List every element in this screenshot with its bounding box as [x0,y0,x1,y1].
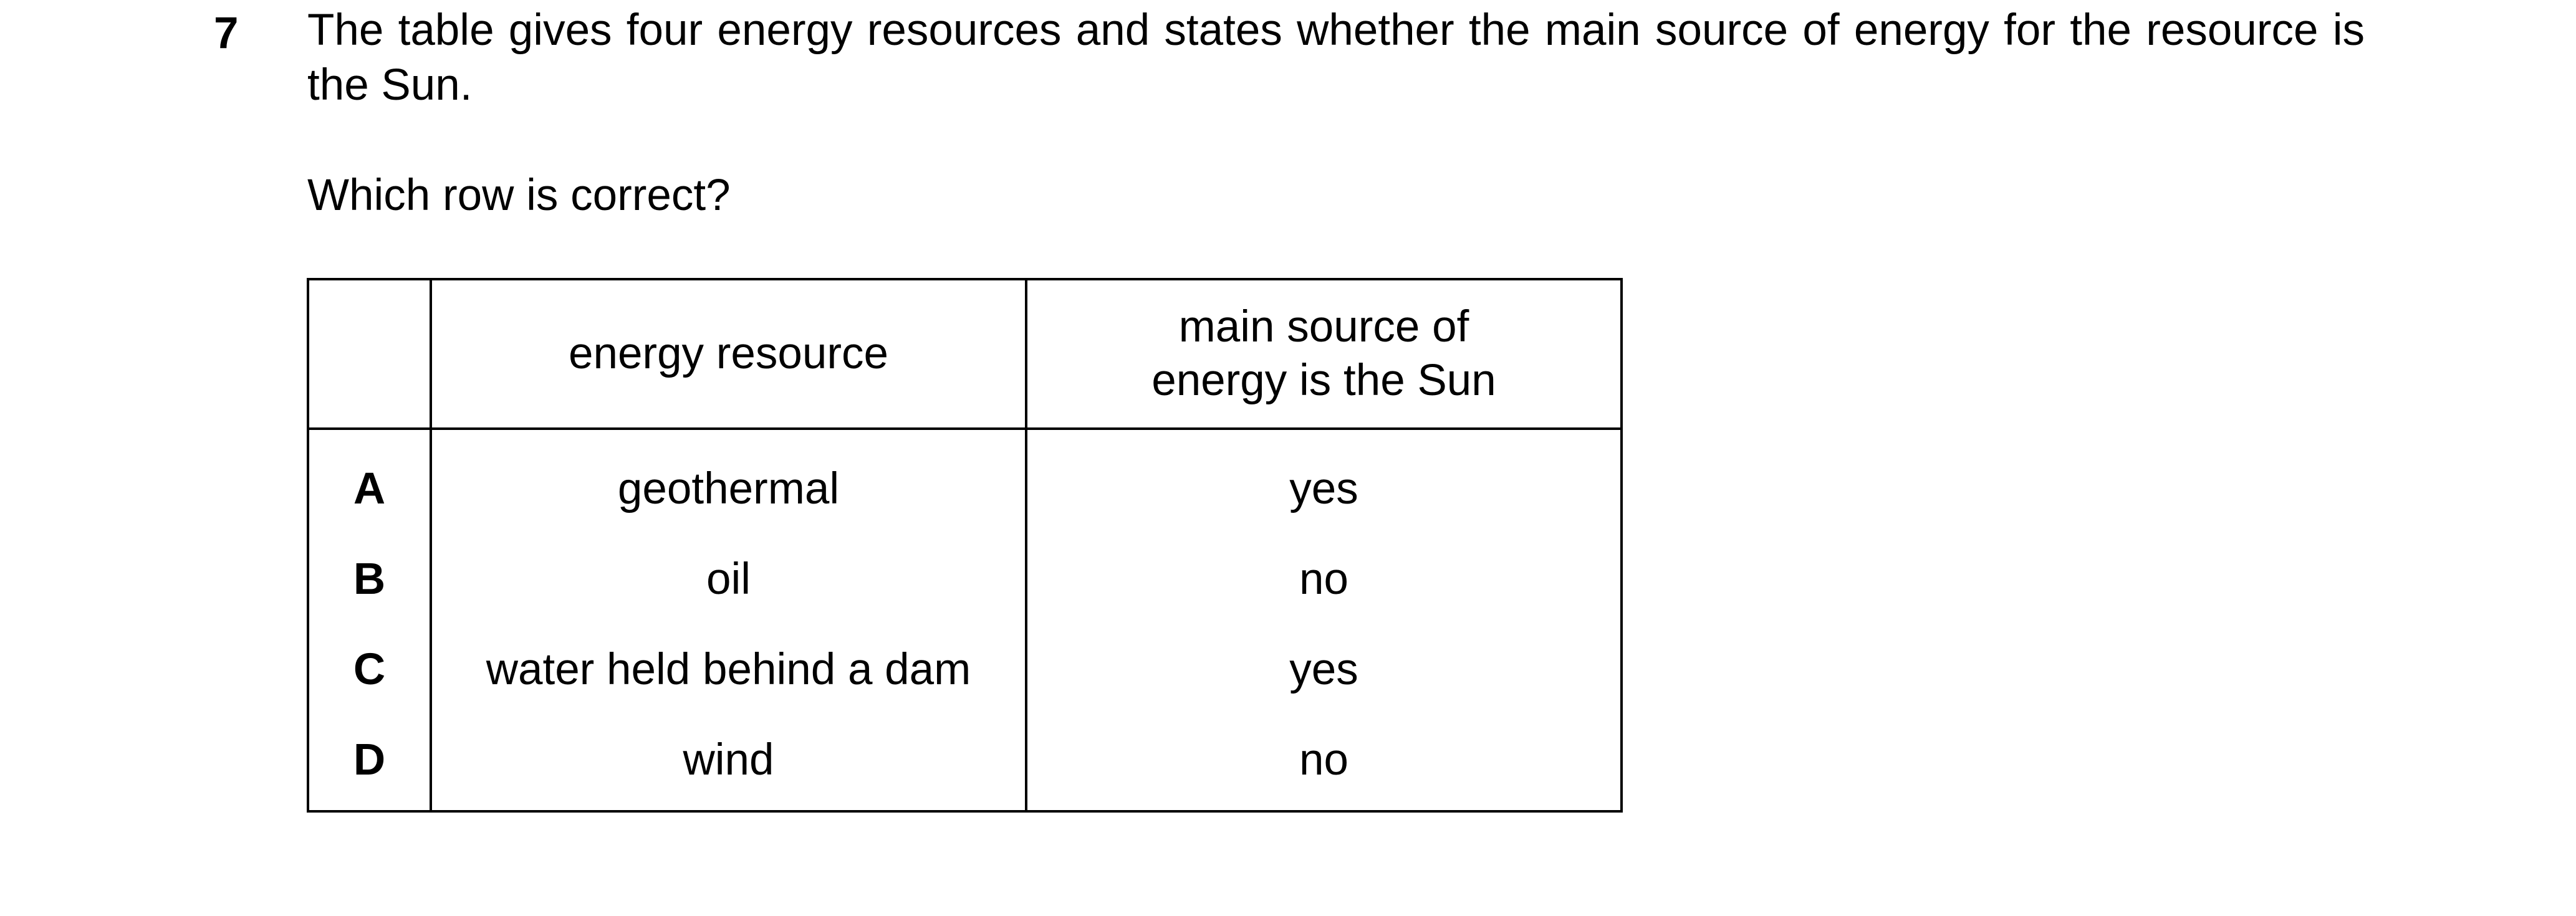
option-letter: A [307,429,432,534]
option-sun: yes [1025,624,1623,715]
option-letter: B [307,534,432,624]
table-row: D wind no [307,715,1623,813]
header-main-source: main source of energy is the Sun [1025,278,1623,430]
option-letter: C [307,624,432,715]
header-main-source-text: main source of energy is the Sun [1151,302,1496,405]
table-row: B oil no [307,534,1623,624]
option-sun: no [1025,534,1623,624]
header-letter [307,278,432,430]
question-stem: The table gives four energy resources an… [307,6,2365,110]
table-row: A geothermal yes [307,429,1623,534]
option-resource: water held behind a dam [430,624,1027,715]
question-number: 7 [214,9,239,58]
options-table: energy resource main source of energy is… [307,278,1623,813]
option-sun: no [1025,715,1623,813]
table-row: C water held behind a dam yes [307,624,1623,715]
option-sun: yes [1025,429,1623,534]
option-letter: D [307,715,432,813]
option-resource: oil [430,534,1027,624]
question-prompt: Which row is correct? [307,171,731,220]
table-header-row: energy resource main source of energy is… [307,278,1623,430]
option-resource: geothermal [430,429,1027,534]
option-resource: wind [430,715,1027,813]
header-energy-resource: energy resource [430,278,1027,430]
